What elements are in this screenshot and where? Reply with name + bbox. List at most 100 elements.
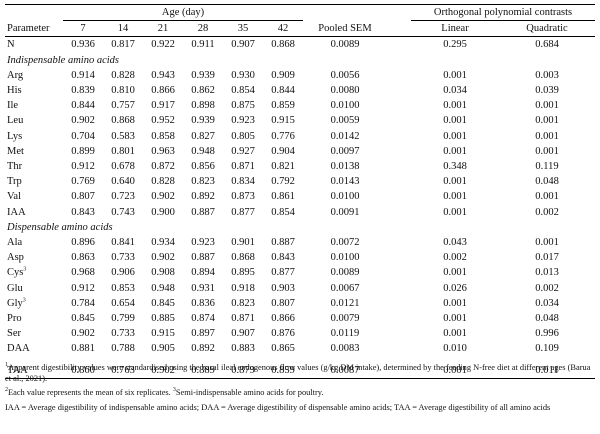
- cell-value: 0.892: [191, 343, 215, 355]
- cell-value: 0.801: [111, 145, 135, 157]
- footnote-1: 1Apparent digestibility values were stan…: [5, 362, 591, 383]
- cell-value: 0.854: [271, 206, 295, 218]
- cell-linear: 0.010: [443, 343, 467, 355]
- cell-value: 0.943: [151, 69, 175, 81]
- cell-value: 0.828: [151, 176, 175, 188]
- cell-sem: 0.0072: [330, 237, 360, 249]
- cell-value: 0.836: [191, 297, 215, 309]
- cell-linear: 0.348: [443, 161, 467, 173]
- cell-value: 0.963: [151, 145, 175, 157]
- footnote-2: 2Each value represents the mean of six r…: [5, 387, 324, 398]
- cell-value: 0.640: [111, 176, 135, 188]
- cell-linear: 0.001: [443, 130, 467, 142]
- cell-value: 0.841: [111, 237, 135, 249]
- cell-quadratic: 0.013: [535, 267, 559, 279]
- cell-linear: 0.001: [443, 328, 467, 340]
- row-label: Met: [7, 145, 24, 157]
- cell-value: 0.881: [71, 343, 95, 355]
- cell-value: 0.902: [71, 115, 95, 127]
- table-row: Arg 0.914 0.828 0.943 0.939 0.930 0.909 0.0056 0…: [5, 68, 595, 83]
- cell-sem: 0.0097: [330, 145, 360, 157]
- cell-value: 0.805: [231, 130, 255, 142]
- row-label: His: [7, 85, 22, 97]
- cell-value: 0.823: [191, 176, 215, 188]
- cell-value: 0.868: [231, 252, 255, 264]
- row-label: IAA: [7, 206, 26, 218]
- age-header: 28: [183, 20, 223, 38]
- cell-value: 0.853: [111, 282, 135, 294]
- cell-value: 0.871: [231, 161, 255, 173]
- cell-value: 0.939: [191, 115, 215, 127]
- cell-value: 0.743: [111, 206, 135, 218]
- header-spacer: [5, 3, 63, 21]
- cell-sem: 0.0121: [330, 297, 360, 309]
- cell-value: 0.887: [271, 237, 295, 249]
- cell-value: 0.902: [71, 328, 95, 340]
- cell-value: 0.821: [271, 161, 295, 173]
- cell-value: 0.901: [231, 237, 255, 249]
- cell-quadratic: 0.034: [535, 297, 559, 309]
- cell-linear: 0.001: [443, 297, 467, 309]
- cell-value: 0.733: [111, 328, 135, 340]
- cell-value: 0.914: [71, 69, 95, 81]
- cell-quadratic: 0.001: [535, 191, 559, 203]
- linear-header: Linear: [411, 20, 499, 38]
- cell-value: 0.915: [271, 115, 295, 127]
- table-row: Thr 0.912 0.678 0.872 0.856 0.871 0.821 0.0138 0…: [5, 159, 595, 174]
- cell-value: 0.898: [191, 100, 215, 112]
- cell-value: 0.896: [71, 237, 95, 249]
- cell-linear: 0.001: [443, 145, 467, 157]
- row-label: Leu: [7, 115, 24, 127]
- table-row: Pro 0.845 0.799 0.885 0.874 0.871 0.866 0.0079 0…: [5, 311, 595, 326]
- cell-value: 0.897: [191, 328, 215, 340]
- cell-value: 0.872: [151, 161, 175, 173]
- table-row: DAA 0.881 0.788 0.905 0.892 0.883 0.865 0.0083 0…: [5, 341, 595, 356]
- cell-value: 0.862: [191, 85, 215, 97]
- cell-value: 0.874: [191, 313, 215, 325]
- contrast-group-header: Orthogonal polynomial contrasts: [411, 3, 596, 22]
- table-row: IAA 0.843 0.743 0.900 0.887 0.877 0.854 0.0091 0…: [5, 205, 595, 220]
- cell-quadratic: 0.017: [535, 252, 559, 264]
- cell-value: 0.845: [151, 297, 175, 309]
- cell-sem: 0.0079: [330, 313, 360, 325]
- cell-quadratic: 0.001: [535, 145, 559, 157]
- cell-value: 0.877: [271, 267, 295, 279]
- cell-linear: 0.001: [443, 206, 467, 218]
- cell-value: 0.873: [231, 191, 255, 203]
- cell-value: 0.912: [71, 161, 95, 173]
- cell-value: 0.856: [191, 161, 215, 173]
- cell-linear: 0.001: [443, 100, 467, 112]
- cell-value: 0.948: [151, 282, 175, 294]
- table-row: His 0.839 0.810 0.866 0.862 0.854 0.844 0.0080 0…: [5, 83, 595, 98]
- cell-value: 0.871: [231, 313, 255, 325]
- row-label: Gly3: [7, 297, 26, 309]
- section-row: Dispensable amino acids: [5, 220, 595, 235]
- cell-value: 0.854: [231, 85, 255, 97]
- cell-value: 0.868: [111, 115, 135, 127]
- cell-sem: 0.0100: [330, 100, 360, 112]
- cell-value: 0.912: [71, 282, 95, 294]
- cell-quadratic: 0.996: [535, 328, 559, 340]
- row-label: Thr: [7, 161, 23, 173]
- cell-value: 0.784: [71, 297, 95, 309]
- cell-sem: 0.0100: [330, 191, 360, 203]
- table-row: TAA 0.860 0.763 0.902 0.889 0.879 0.859 …: [5, 362, 596, 379]
- cell-quadratic: 0.039: [535, 85, 559, 97]
- row-label: N: [7, 39, 15, 51]
- cell-quadratic: 0.048: [535, 313, 559, 325]
- section-row: Indispensable amino acids: [5, 53, 595, 68]
- row-label: Val: [7, 191, 21, 203]
- cell-value: 0.861: [271, 191, 295, 203]
- digestibility-table: Age (day) Orthogonal polynomial contrast…: [5, 3, 596, 379]
- cell-value: 0.902: [151, 191, 175, 203]
- cell-value: 0.895: [231, 267, 255, 279]
- table-row: Glu 0.912 0.853 0.948 0.931 0.918 0.903 0.0067 0…: [5, 281, 595, 296]
- cell-value: 0.776: [271, 130, 295, 142]
- parameter-header: Parameter: [5, 20, 63, 38]
- cell-value: 0.807: [271, 297, 295, 309]
- cell-value: 0.654: [111, 297, 135, 309]
- cell-value: 0.906: [111, 267, 135, 279]
- table-row: N 0.936 0.817 0.922 0.911 0.907 0.868 0.…: [5, 37, 595, 53]
- age-group-header: Age (day): [63, 3, 303, 22]
- cell-quadratic: 0.001: [535, 100, 559, 112]
